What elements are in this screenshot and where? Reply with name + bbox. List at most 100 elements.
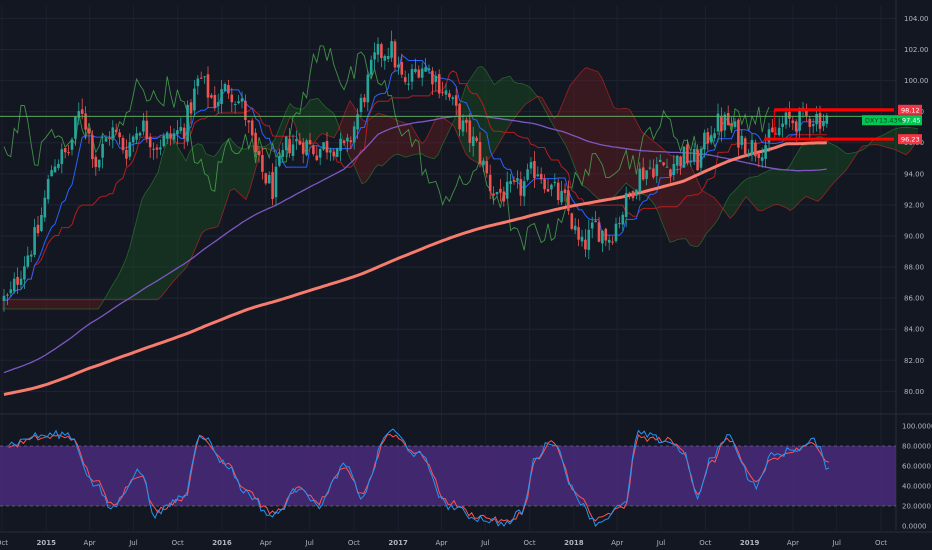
candle-body	[6, 294, 9, 296]
candle	[380, 42, 383, 68]
candle	[461, 114, 465, 137]
cloud-segment	[58, 299, 62, 309]
candle	[288, 127, 291, 158]
candle	[614, 217, 618, 244]
cloud-segment	[326, 107, 330, 137]
symbol-change: 13.43%	[879, 117, 904, 125]
candle-body	[315, 155, 319, 161]
time-tick-label: Apr	[84, 539, 96, 547]
candle	[601, 229, 604, 253]
candle	[407, 73, 410, 91]
candle	[274, 158, 278, 207]
cloud-segment	[198, 143, 202, 243]
cloud-segment	[318, 98, 322, 138]
cloud-segment	[150, 179, 154, 300]
candle-body	[590, 222, 594, 229]
candle	[329, 147, 332, 161]
candle	[339, 132, 342, 162]
price-axis[interactable]: 104.00102.00100.0098.0096.0094.0092.0090…	[904, 15, 929, 396]
candle	[26, 246, 30, 269]
cloud-segment	[546, 104, 550, 120]
candle	[553, 173, 557, 187]
candle-body	[33, 227, 36, 255]
cloud-segment	[650, 138, 654, 204]
candle	[247, 120, 251, 134]
candle-body	[91, 135, 94, 160]
candle-body	[522, 181, 526, 197]
cloud-segment	[746, 177, 750, 202]
candle-body	[213, 95, 217, 109]
candle	[152, 142, 155, 160]
candle	[40, 207, 43, 233]
candle	[19, 270, 23, 289]
candle	[244, 94, 247, 127]
candle	[108, 131, 111, 146]
candle	[747, 149, 750, 158]
candle	[529, 157, 533, 174]
candle-body	[291, 144, 295, 156]
candle-body	[250, 120, 254, 136]
candle-body	[553, 181, 557, 184]
candle-body	[543, 179, 546, 190]
candle	[57, 159, 60, 171]
cloud-segment	[850, 152, 854, 165]
cloud-segment	[202, 144, 206, 233]
candle-body	[196, 78, 200, 87]
candle	[737, 118, 740, 156]
stochastic-pane[interactable]: 100.0000 80.0000 60.0000 40.0000 20.0000 0.00…	[0, 423, 932, 531]
candle-body	[244, 100, 247, 121]
candle	[9, 281, 13, 297]
support-price-tag: 96.23	[898, 134, 922, 145]
candle	[318, 148, 322, 166]
candle-body	[784, 112, 788, 125]
candle	[16, 267, 19, 294]
candle	[808, 116, 812, 138]
cloud-segment	[386, 115, 390, 163]
time-tick-label: Apr	[435, 539, 447, 547]
candle-body	[699, 148, 703, 168]
cloud-segment	[690, 163, 694, 247]
candle	[655, 157, 659, 183]
candle	[788, 101, 791, 128]
candle	[645, 170, 648, 186]
time-axis[interactable]: Oct 2015 Apr Jul Oct 2016 Apr Jul Oct 2017 Apr Jul O…	[0, 539, 887, 547]
cloud-segment	[594, 70, 598, 199]
candle-body	[36, 224, 40, 234]
candle	[798, 107, 801, 140]
cloud-segment	[810, 139, 814, 200]
candle-body	[169, 133, 172, 139]
candle	[199, 71, 203, 80]
cloud-segment	[702, 190, 706, 242]
candle	[699, 145, 703, 174]
candle-body	[509, 181, 512, 185]
cloud-segment	[210, 155, 214, 229]
candle	[451, 95, 455, 106]
candle	[271, 163, 274, 206]
candle	[70, 137, 74, 156]
cloud-segment	[694, 172, 698, 247]
candle	[427, 64, 431, 74]
candle	[46, 174, 50, 204]
candle-body	[373, 52, 376, 60]
cloud-segment	[190, 145, 194, 262]
cloud-segment	[590, 69, 594, 195]
candle	[346, 133, 349, 152]
price-tick-label: 104.00	[904, 15, 929, 23]
candle-body	[563, 189, 567, 194]
cloud-segment	[822, 136, 826, 198]
candle	[777, 117, 781, 137]
candle-body	[46, 179, 50, 200]
cloud-segment	[674, 156, 678, 242]
candle-body	[57, 163, 60, 168]
candle	[203, 76, 206, 84]
time-tick-label: Oct	[348, 539, 360, 547]
candle-body	[227, 85, 230, 94]
candle-body	[26, 255, 30, 267]
candle	[230, 87, 234, 112]
candle-body	[420, 68, 424, 78]
candle	[740, 129, 744, 150]
candle	[332, 148, 336, 161]
cloud-segment	[282, 111, 286, 139]
